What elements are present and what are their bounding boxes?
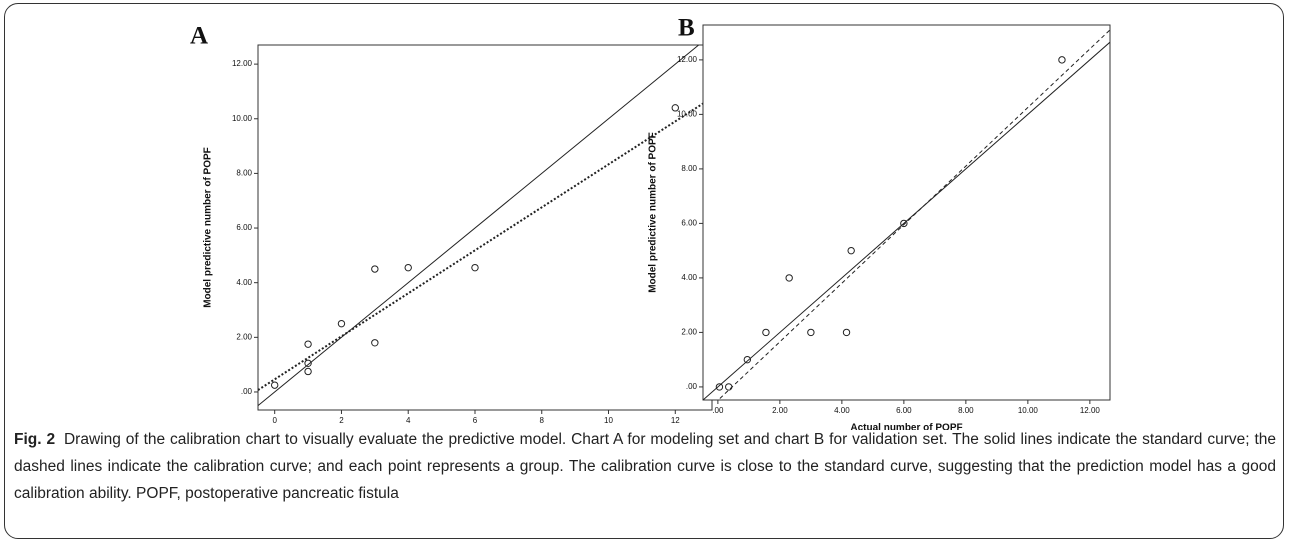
plot-area — [702, 24, 1111, 401]
plot-area — [257, 44, 713, 411]
caption-text: Drawing of the calibration chart to visu… — [14, 431, 1276, 502]
y-tick-label: 10.00 — [232, 114, 253, 123]
y-tick-label: 2.00 — [236, 332, 252, 341]
x-tick-label: 10.00 — [1018, 406, 1039, 415]
calibration-line — [258, 96, 712, 391]
y-tick-label: 4.00 — [681, 273, 697, 282]
x-tick-label: 6 — [473, 416, 478, 425]
point — [471, 263, 479, 272]
y-tick-label: 10.00 — [677, 109, 698, 118]
point — [671, 104, 679, 112]
point — [270, 381, 279, 389]
x-tick-label: 4.00 — [834, 406, 850, 415]
x-tick-label: .00 — [712, 406, 724, 415]
point — [842, 328, 851, 337]
x-tick-label: 6.00 — [896, 406, 912, 415]
charts: A Actual number of POPF Model predictive n… — [190, 15, 1111, 430]
point — [304, 340, 312, 348]
panel-title: B — [678, 15, 695, 42]
panel-title: A — [190, 23, 208, 50]
plot-content — [258, 45, 712, 407]
x-tick-label: 2 — [339, 416, 344, 425]
y-tick-label: 8.00 — [681, 164, 697, 173]
y-tick-label: 4.00 — [236, 278, 252, 287]
y-tick-label: 12.00 — [677, 55, 698, 64]
y-axis-title: Model predictive number of POPF — [203, 147, 214, 308]
point — [404, 263, 412, 272]
point — [371, 265, 379, 273]
y-tick-label: 8.00 — [236, 169, 252, 178]
point — [1058, 56, 1066, 64]
y-tick-label: 6.00 — [236, 223, 252, 232]
point — [847, 246, 855, 255]
x-tick-label: 12.00 — [1080, 406, 1101, 415]
point — [725, 383, 733, 391]
x-tick-label: 8 — [540, 416, 545, 425]
figure-frame — [4, 3, 1284, 539]
x-tick-label: 2.00 — [772, 406, 788, 415]
x-tick-label: 4 — [406, 416, 411, 425]
y-tick-label: 2.00 — [681, 328, 697, 337]
y-axis-title: Model predictive number of POPF — [648, 132, 659, 293]
y-tick-label: .00 — [686, 382, 698, 391]
point — [337, 319, 346, 328]
point — [807, 328, 815, 337]
standard-line — [258, 45, 700, 407]
y-tick-label: 12.00 — [232, 59, 253, 68]
point — [762, 328, 770, 337]
caption: Fig. 2 Drawing of the calibration chart … — [14, 426, 1276, 507]
x-axis-title: Actual number of POPF — [850, 423, 962, 430]
point — [304, 367, 312, 376]
x-tick-label: 10 — [604, 416, 613, 425]
point — [715, 383, 724, 391]
point — [785, 274, 793, 282]
point — [900, 219, 908, 228]
y-tick-label: 6.00 — [681, 219, 697, 228]
plot-content — [703, 29, 1110, 400]
x-tick-label: 12 — [671, 416, 680, 425]
y-tick-label: .00 — [241, 387, 253, 396]
point — [371, 339, 379, 347]
point — [304, 359, 312, 367]
x-tick-label: 0 — [272, 416, 277, 425]
point — [743, 355, 752, 364]
caption-label: Fig. 2 — [14, 431, 56, 448]
x-tick-label: 8.00 — [958, 406, 974, 415]
